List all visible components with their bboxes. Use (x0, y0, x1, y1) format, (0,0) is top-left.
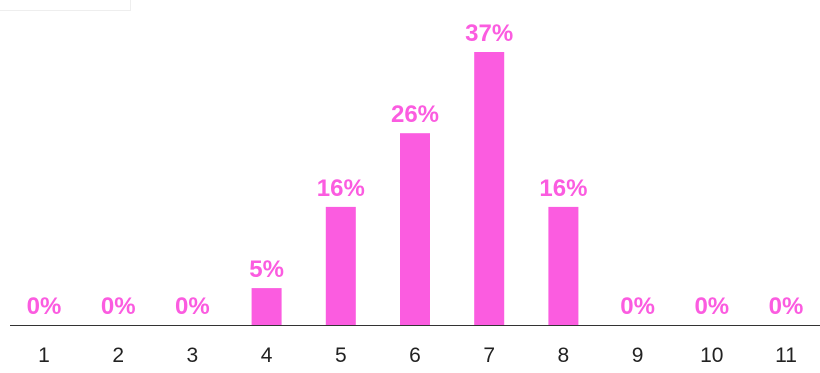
data-label-4: 5% (249, 256, 284, 283)
x-tick-label-7: 7 (483, 344, 495, 367)
data-label-7: 37% (465, 20, 513, 47)
data-label-10: 0% (694, 293, 729, 320)
data-label-2: 0% (101, 293, 136, 320)
x-tick-label-4: 4 (261, 344, 273, 367)
data-label-11: 0% (769, 293, 804, 320)
x-tick-label-10: 10 (700, 344, 723, 367)
bar-5 (325, 206, 356, 325)
bar-4 (251, 288, 282, 325)
x-tick-label-3: 3 (187, 344, 199, 367)
data-label-3: 0% (175, 293, 210, 320)
data-label-6: 26% (391, 101, 439, 128)
data-label-8: 16% (539, 175, 587, 202)
x-tick-labels-group: 1 2 3 4 5 6 7 8 9 10 11 (38, 344, 797, 367)
bar-8 (548, 206, 579, 325)
data-label-5: 16% (317, 175, 365, 202)
x-tick-label-5: 5 (335, 344, 347, 367)
x-tick-label-2: 2 (112, 344, 124, 367)
bars-group (251, 52, 579, 325)
x-tick-label-11: 11 (775, 344, 797, 367)
legend-box (0, 0, 131, 11)
data-label-1: 0% (27, 293, 62, 320)
x-tick-label-9: 9 (632, 344, 644, 367)
data-label-9: 0% (620, 293, 655, 320)
x-tick-label-6: 6 (409, 344, 421, 367)
bar-6 (400, 133, 430, 325)
data-labels-group: 0% 0% 0% 5% 16% 26% 37% 16% 0% 0% 0% (27, 20, 804, 320)
x-tick-label-8: 8 (558, 344, 570, 367)
bar-7 (474, 52, 505, 325)
x-tick-label-1: 1 (38, 344, 50, 367)
